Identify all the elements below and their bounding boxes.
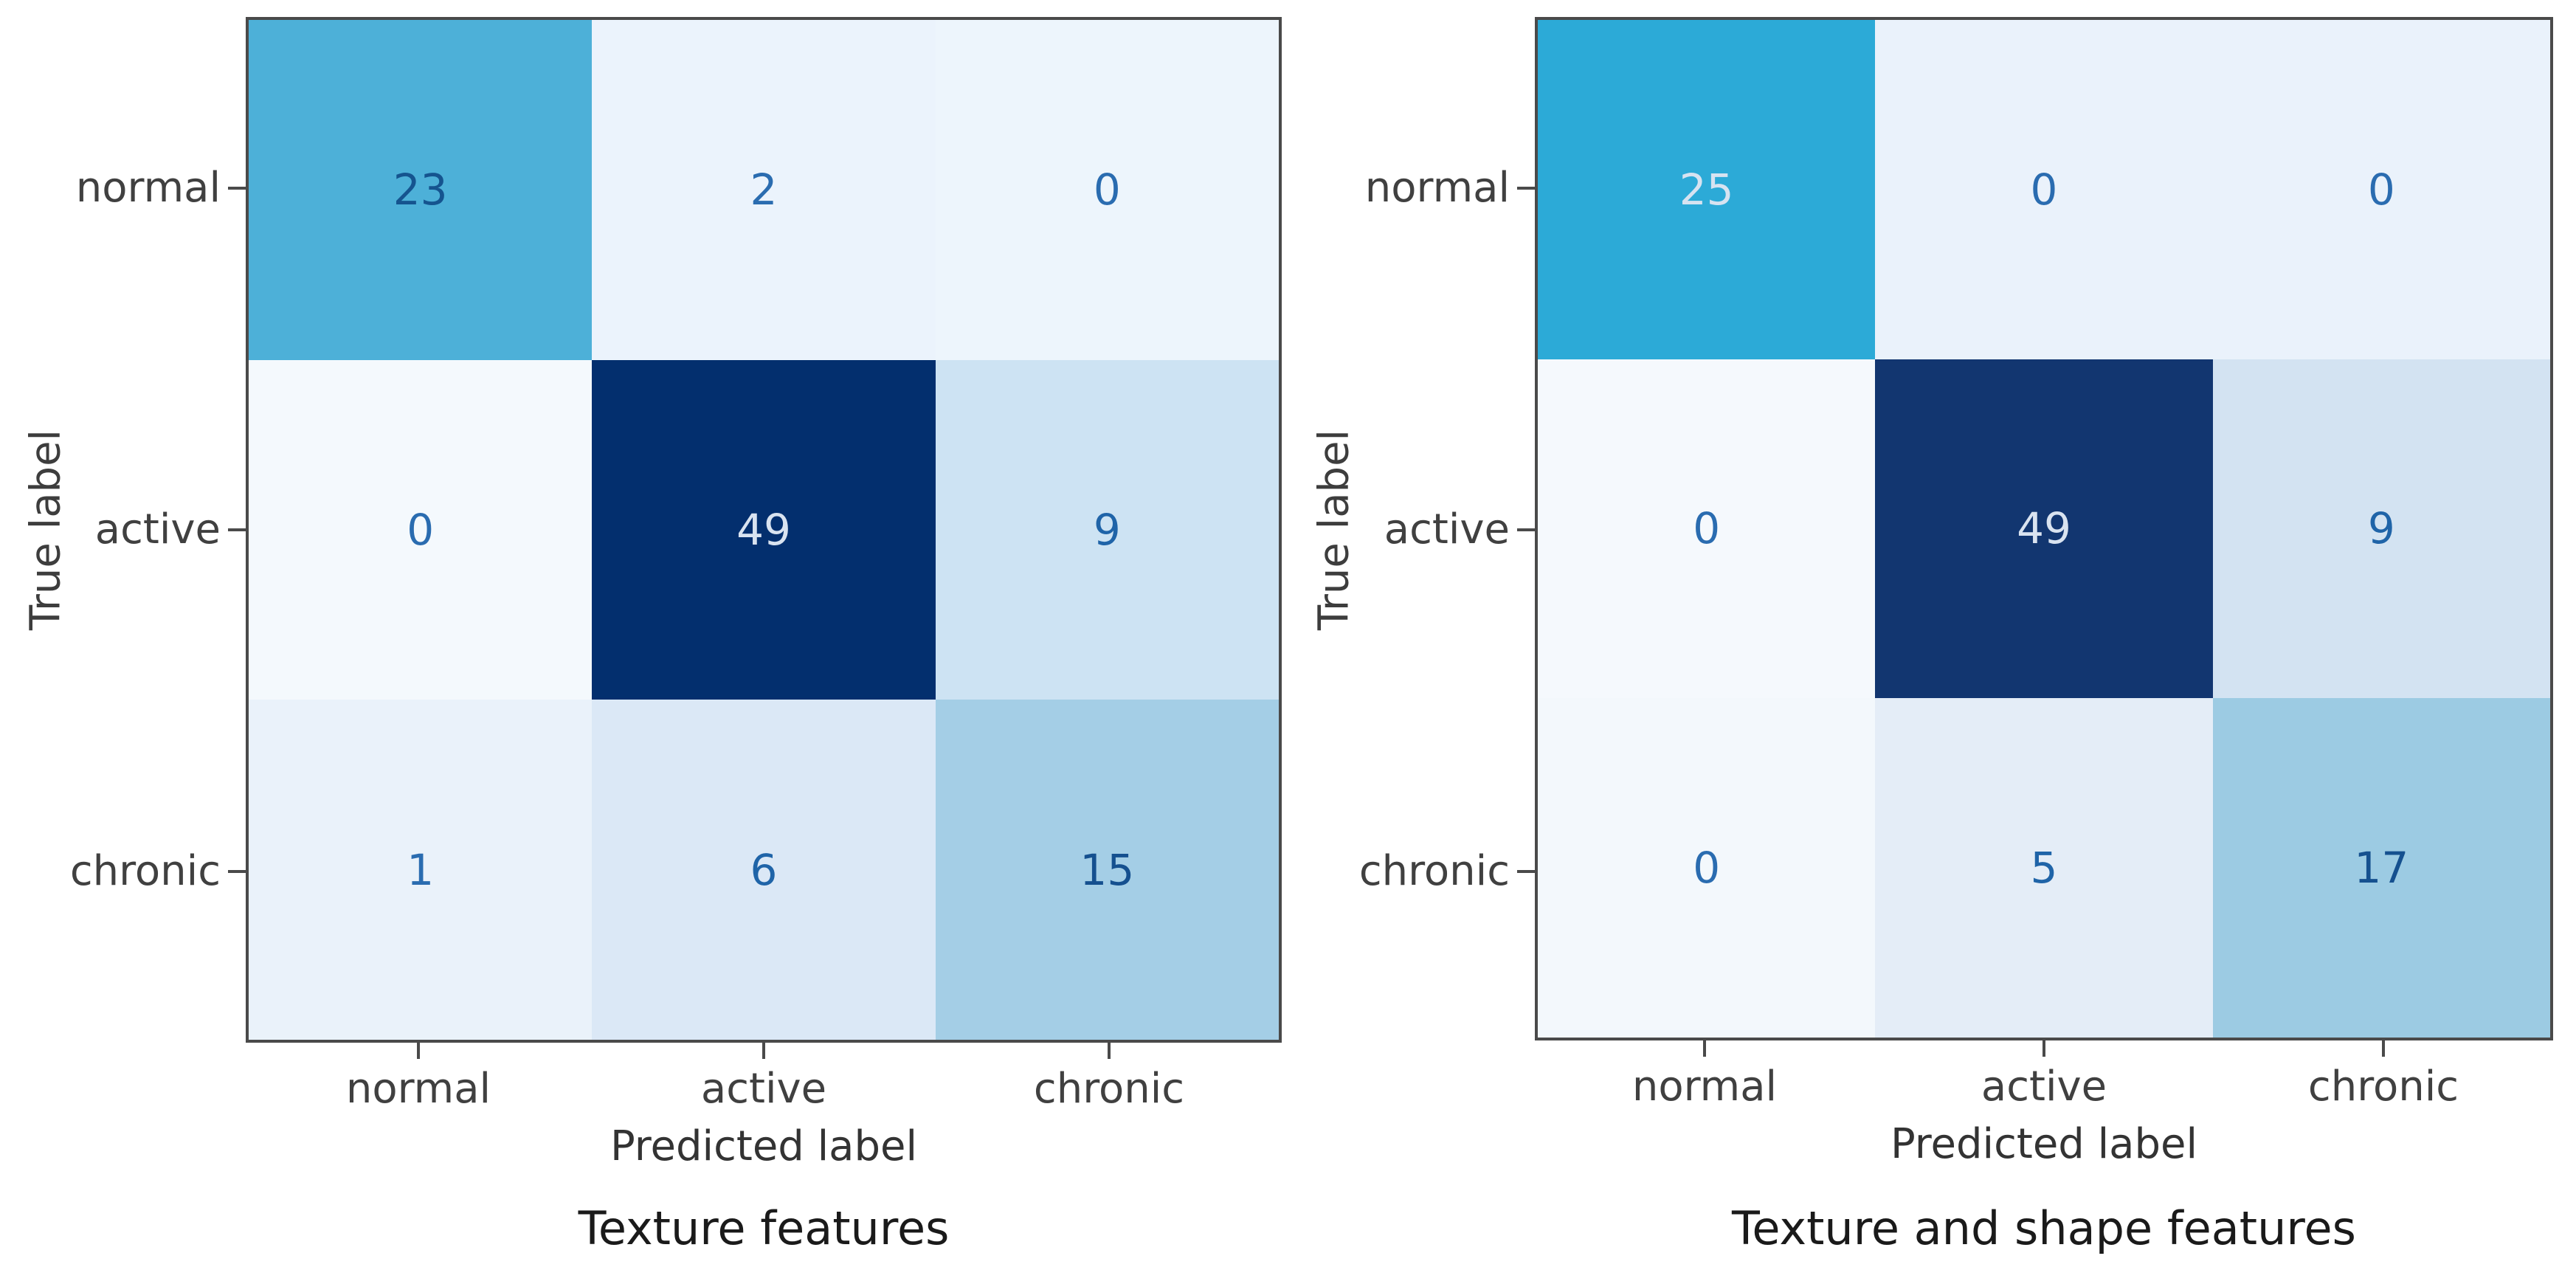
matrix-cell: 1 [249,700,593,1040]
x-tick-label-normal: normal [1631,1063,1778,1111]
x-axis-label: Predicted label [1890,1120,2198,1168]
matrix-cell: 0 [1875,20,2213,359]
matrix-cell: 15 [935,700,1279,1040]
y-tick-mark [1517,187,1535,190]
matrix-cell: 25 [1538,20,1876,359]
x-tick-label-normal: normal [345,1065,491,1113]
matrix-cell: 0 [2212,20,2550,359]
x-axis-label: Predicted label [610,1122,918,1170]
y-tick-label-active: active [94,505,221,553]
matrix-cell: 23 [249,20,593,360]
y-tick-mark [1517,870,1535,873]
y-tick-label-chronic: chronic [1358,847,1510,895]
y-tick-label-active: active [1384,505,1510,553]
matrix-cell: 0 [935,20,1279,360]
chart-title: Texture features [578,1201,950,1255]
x-tick-label-active: active [1981,1063,2107,1111]
x-tick-mark [762,1043,765,1059]
heatmap-grid: 23 2 0 0 49 9 1 6 15 [246,17,1282,1043]
panel-texture-features: True label normal active chronic 23 2 0 0 49… [22,17,1282,1255]
matrix-cell: 49 [592,359,936,700]
panel-texture-and-shape-features: True label normal active chronic 25 0 0 0 49… [1288,0,2576,1284]
x-tick-mark [1703,1040,1706,1057]
matrix-cell: 0 [1538,698,1876,1038]
matrix-cell: 17 [2212,698,2550,1038]
y-tick-mark [228,187,246,190]
matrix-cell: 0 [1538,359,1876,699]
x-tick-mark [1108,1043,1111,1059]
y-tick-mark [228,528,246,531]
x-tick-mark [2382,1040,2385,1057]
y-tick-label-normal: normal [75,164,221,212]
matrix-cell: 49 [1875,359,2213,699]
heatmap-grid: 25 0 0 0 49 9 0 5 17 [1535,17,2553,1040]
x-tick-label-active: active [700,1065,827,1113]
matrix-cell: 6 [592,700,936,1040]
chart-title: Texture and shape features [1732,1201,2356,1255]
x-tick-label-chronic: chronic [1033,1065,1185,1113]
matrix-cell: 0 [249,359,593,700]
y-tick-label-chronic: chronic [69,847,221,895]
matrix-cell: 2 [592,20,936,360]
x-tick-mark [2043,1040,2045,1057]
y-tick-label-normal: normal [1364,164,1510,212]
x-tick-mark [417,1043,420,1059]
y-tick-mark [228,870,246,873]
y-tick-mark [1517,528,1535,531]
matrix-cell: 9 [2212,359,2550,699]
matrix-cell: 9 [935,359,1279,700]
x-tick-label-chronic: chronic [2307,1063,2459,1111]
matrix-cell: 5 [1875,698,2213,1038]
